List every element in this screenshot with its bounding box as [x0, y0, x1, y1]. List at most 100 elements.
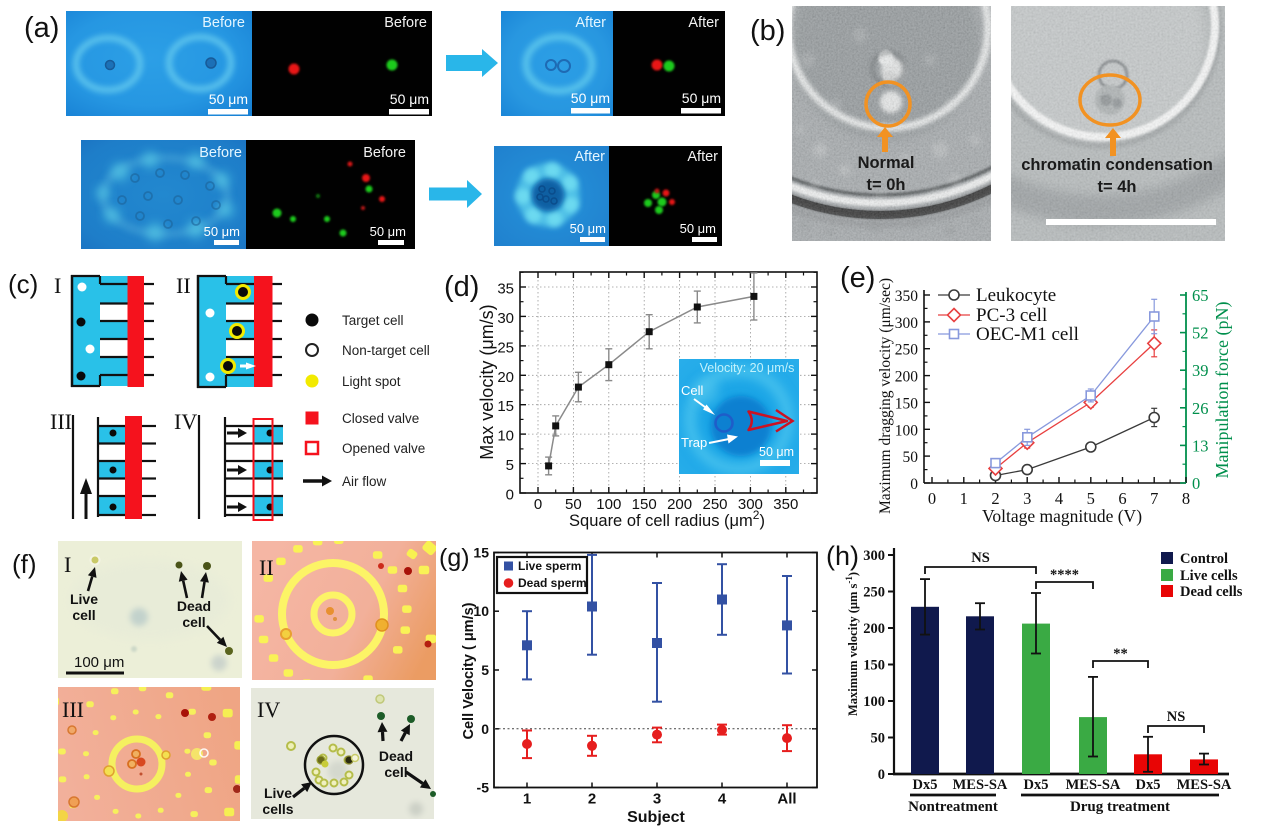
- svg-text:50: 50: [871, 731, 886, 747]
- svg-text:(g): (g): [439, 544, 470, 572]
- svg-text:(e): (e): [840, 262, 875, 294]
- svg-text:250: 250: [863, 585, 885, 601]
- svg-text:Max velocity (μm/s): Max velocity (μm/s): [477, 304, 497, 459]
- svg-text:7: 7: [1150, 489, 1158, 508]
- svg-text:(b): (b): [750, 15, 785, 47]
- svg-text:**: **: [1113, 646, 1128, 662]
- svg-text:Before: Before: [384, 15, 427, 31]
- svg-text:350: 350: [773, 496, 798, 513]
- svg-text:Dx5: Dx5: [1136, 777, 1161, 793]
- svg-text:III: III: [50, 409, 72, 434]
- svg-text:Live: Live: [264, 785, 292, 801]
- svg-text:NS: NS: [971, 550, 990, 566]
- svg-text:Dead sperm: Dead sperm: [518, 576, 587, 590]
- svg-text:0: 0: [928, 489, 936, 508]
- svg-text:(d): (d): [444, 271, 479, 303]
- svg-text:After: After: [688, 15, 719, 31]
- svg-text:MES-SA: MES-SA: [1066, 777, 1121, 793]
- svg-text:1: 1: [523, 791, 531, 808]
- svg-text:Light spot: Light spot: [342, 374, 401, 389]
- svg-text:OEC-M1 cell: OEC-M1 cell: [976, 324, 1079, 345]
- svg-text:Cell Velocity ( μm/s): Cell Velocity ( μm/s): [461, 602, 477, 739]
- svg-text:8: 8: [1182, 489, 1190, 508]
- svg-text:II: II: [259, 555, 274, 580]
- svg-text:26: 26: [1192, 399, 1209, 418]
- svg-text:10: 10: [497, 428, 514, 445]
- svg-text:Before: Before: [199, 145, 242, 161]
- svg-text:Leukocyte: Leukocyte: [976, 285, 1056, 306]
- svg-text:Closed valve: Closed valve: [342, 411, 419, 426]
- svg-text:5: 5: [481, 662, 489, 678]
- svg-text:Control: Control: [1180, 551, 1228, 567]
- svg-text:15: 15: [497, 398, 514, 415]
- svg-text:Voltage magnitude (V): Voltage magnitude (V): [982, 506, 1142, 526]
- svg-text:50 μm: 50 μm: [204, 224, 240, 239]
- svg-text:39: 39: [1192, 361, 1209, 380]
- svg-text:IV: IV: [257, 697, 280, 722]
- svg-text:cell: cell: [182, 614, 205, 630]
- svg-text:IV: IV: [174, 409, 197, 434]
- svg-text:MES-SA: MES-SA: [1177, 777, 1232, 793]
- svg-text:300: 300: [738, 496, 763, 513]
- svg-text:100: 100: [895, 422, 919, 439]
- svg-text:50 μm: 50 μm: [759, 445, 794, 459]
- svg-text:0: 0: [878, 767, 885, 783]
- svg-text:3: 3: [653, 791, 661, 808]
- svg-text:Air flow: Air flow: [342, 474, 387, 489]
- svg-text:(a): (a): [24, 12, 59, 44]
- svg-text:50 μm: 50 μm: [571, 90, 610, 106]
- svg-text:Before: Before: [363, 145, 406, 161]
- svg-text:5: 5: [506, 457, 514, 474]
- svg-text:50 μm: 50 μm: [370, 224, 406, 239]
- svg-text:100 μm: 100 μm: [74, 654, 124, 671]
- svg-text:0: 0: [1192, 474, 1200, 493]
- svg-text:Dead: Dead: [177, 598, 211, 614]
- svg-text:Square of cell radius (μm2): Square of cell radius (μm2): [569, 508, 765, 530]
- svg-text:50: 50: [565, 496, 582, 513]
- svg-text:200: 200: [895, 369, 919, 386]
- svg-text:6: 6: [1118, 489, 1126, 508]
- svg-text:t= 4h: t= 4h: [1098, 178, 1137, 196]
- svg-text:Live sperm: Live sperm: [518, 559, 581, 573]
- svg-text:3: 3: [1023, 489, 1031, 508]
- svg-text:Manipulation force (pN): Manipulation force (pN): [1212, 302, 1233, 479]
- svg-text:Trap: Trap: [681, 435, 707, 450]
- svg-text:100: 100: [596, 496, 621, 513]
- svg-text:Drug treatment: Drug treatment: [1070, 799, 1170, 815]
- svg-text:0: 0: [481, 721, 489, 737]
- svg-text:PC-3 cell: PC-3 cell: [976, 305, 1047, 326]
- svg-text:Nontreatment: Nontreatment: [908, 799, 998, 815]
- svg-text:After: After: [575, 15, 606, 31]
- svg-text:20: 20: [497, 369, 514, 386]
- svg-text:65: 65: [1192, 286, 1209, 305]
- svg-text:Live cells: Live cells: [1180, 568, 1238, 584]
- svg-text:50 μm: 50 μm: [682, 90, 721, 106]
- svg-text:(h): (h): [826, 541, 859, 571]
- svg-text:50 μm: 50 μm: [209, 91, 248, 107]
- svg-text:50 μm: 50 μm: [680, 221, 716, 236]
- svg-text:2: 2: [991, 489, 999, 508]
- svg-text:Dead cells: Dead cells: [1180, 584, 1243, 600]
- svg-text:300: 300: [895, 315, 919, 332]
- svg-text:Normal: Normal: [858, 154, 915, 172]
- svg-text:I: I: [54, 273, 61, 298]
- svg-text:Dx5: Dx5: [1024, 777, 1049, 793]
- svg-text:0: 0: [506, 487, 514, 504]
- svg-text:150: 150: [632, 496, 657, 513]
- svg-text:All: All: [777, 791, 796, 808]
- svg-text:After: After: [574, 149, 605, 165]
- svg-text:350: 350: [895, 288, 919, 305]
- svg-text:I: I: [64, 552, 71, 577]
- svg-text:0: 0: [534, 496, 542, 513]
- svg-text:5: 5: [1087, 489, 1095, 508]
- svg-text:50 μm: 50 μm: [570, 221, 606, 236]
- svg-text:200: 200: [667, 496, 692, 513]
- svg-text:250: 250: [702, 496, 727, 513]
- svg-text:Non-target cell: Non-target cell: [342, 343, 430, 358]
- svg-text:chromatin condensation: chromatin condensation: [1021, 156, 1213, 174]
- svg-text:(f): (f): [12, 549, 37, 579]
- svg-text:Maximum dragging velocity (μm/: Maximum dragging velocity (μm/sec): [877, 278, 894, 514]
- svg-text:0: 0: [910, 476, 918, 493]
- svg-text:250: 250: [895, 342, 919, 359]
- svg-text:25: 25: [497, 339, 514, 356]
